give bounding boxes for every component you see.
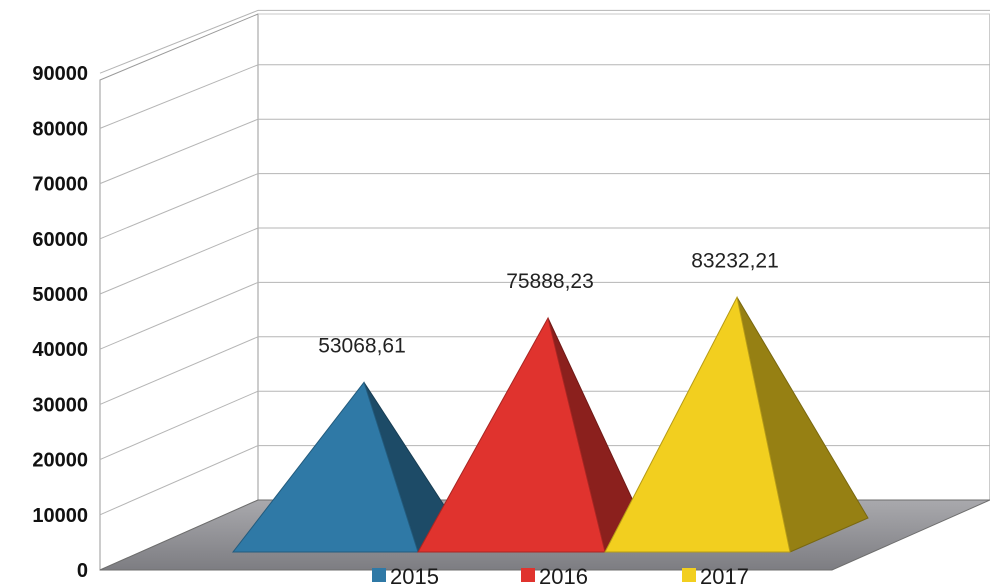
y-axis: 0 10000 20000 30000 40000 50000 60000 70000 8000…: [32, 63, 88, 582]
y-tick-label: 80000: [32, 118, 88, 140]
legend-swatch-2015: [372, 568, 386, 582]
y-tick-label: 60000: [32, 229, 88, 251]
y-tick-label: 30000: [32, 394, 88, 416]
pyramid-front-face: [604, 295, 791, 553]
grid-line-side: [99, 227, 259, 295]
y-tick-label: 20000: [32, 450, 88, 472]
grid-line-side: [99, 64, 259, 129]
grid-line-side: [99, 9, 259, 74]
grid-line-side: [99, 390, 259, 461]
grid-line-side: [99, 118, 259, 185]
grid-line-side: [99, 445, 259, 516]
y-tick-label: 0: [77, 560, 88, 582]
legend-label: 2015: [390, 564, 439, 588]
data-label: 83232,21: [691, 249, 779, 272]
pyramid-front-face: [231, 381, 419, 553]
legend: 2015 2016 2017: [372, 564, 749, 588]
legend-label: 2017: [700, 564, 749, 588]
pyramid-front-face: [417, 316, 606, 553]
pyramid-2015: [231, 381, 463, 553]
grid-line-side: [99, 336, 259, 405]
legend-label: 2016: [539, 564, 588, 588]
grid-line-side: [99, 173, 259, 240]
pyramid-series: [231, 295, 869, 553]
y-tick-label: 50000: [32, 284, 88, 306]
data-label: 53068,61: [318, 334, 406, 357]
pyramid-2017: [604, 295, 869, 553]
legend-swatch-2017: [682, 568, 696, 582]
data-labels: 53068,61 75888,23 83232,21: [318, 249, 779, 357]
y-tick-label: 90000: [32, 63, 88, 85]
grid-line-side: [99, 281, 259, 350]
legend-swatch-2016: [521, 568, 535, 582]
y-tick-label: 10000: [32, 505, 88, 527]
y-tick-label: 40000: [32, 339, 88, 361]
y-tick-label: 70000: [32, 174, 88, 196]
data-label: 75888,23: [506, 270, 594, 293]
grid-lines: [99, 9, 990, 516]
